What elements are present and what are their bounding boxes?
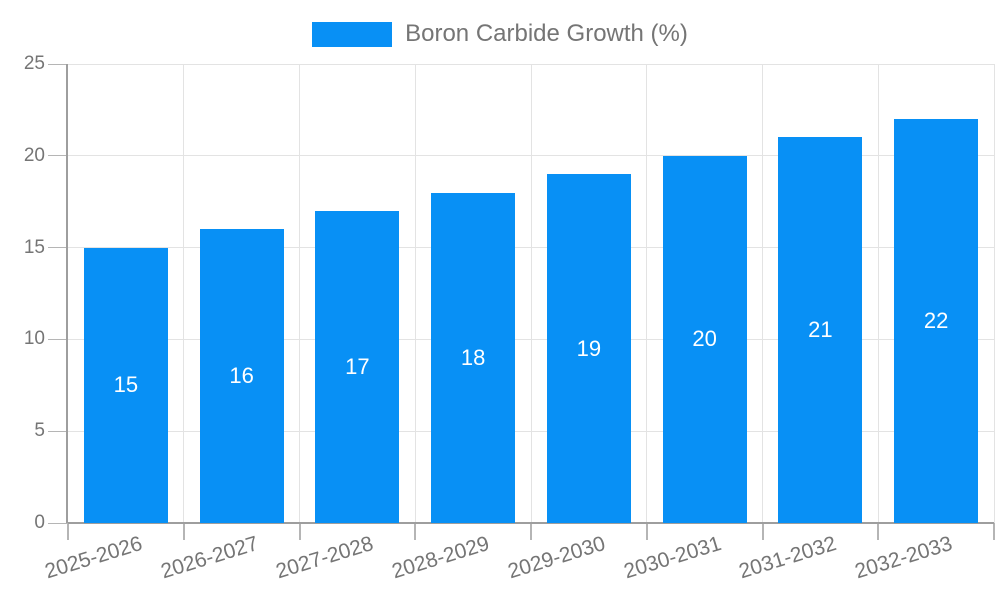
x-axis-tick	[298, 523, 301, 540]
bar-2029-2030[interactable]	[546, 174, 631, 523]
bar-value-label: 15	[113, 372, 139, 398]
bar-2028-2029[interactable]	[431, 192, 516, 523]
bar-2032-2033[interactable]	[894, 119, 979, 523]
x-axis-tick	[877, 523, 880, 540]
bar-2025-2026[interactable]	[83, 247, 168, 523]
y-tick-label: 15	[23, 236, 45, 258]
gridline-vertical	[646, 64, 648, 523]
bar-2027-2028[interactable]	[315, 210, 400, 523]
x-axis-tick	[182, 523, 185, 540]
bar-value-label: 19	[576, 335, 602, 361]
bar-2026-2027[interactable]	[199, 229, 284, 523]
bar-2030-2031[interactable]	[662, 155, 747, 523]
bar-value-label: 17	[345, 353, 370, 379]
x-axis-tick	[530, 523, 532, 540]
gridline-vertical	[414, 64, 416, 523]
y-axis-tick	[48, 522, 68, 524]
y-tick-label: 0	[34, 512, 45, 533]
bar-value-label: 21	[808, 317, 833, 343]
y-axis-tick	[48, 247, 68, 249]
gridline-vertical	[183, 64, 185, 523]
x-axis-tick	[993, 523, 995, 540]
x-axis-tick	[67, 523, 69, 540]
y-axis-tick	[48, 430, 68, 432]
gridline-vertical	[530, 64, 532, 523]
x-axis-tick	[645, 523, 648, 540]
legend-item-boron-carbide[interactable]: Boron Carbide Growth (%)	[312, 20, 688, 48]
y-tick-label: 20	[23, 144, 45, 166]
bar-2031-2032[interactable]	[778, 137, 863, 523]
x-axis-tick	[761, 523, 764, 540]
bar-value-label: 22	[923, 308, 949, 334]
y-tick-label: 5	[34, 420, 45, 442]
bar-value-label: 20	[692, 326, 717, 352]
x-axis-tick	[414, 523, 417, 540]
y-axis-tick	[48, 155, 68, 157]
x-axis-line	[68, 522, 994, 524]
bar-value-label: 18	[460, 344, 486, 370]
gridline-vertical	[299, 64, 300, 523]
gridline-vertical	[993, 64, 995, 523]
y-axis-tick	[48, 338, 68, 340]
bar-value-label: 16	[229, 363, 254, 389]
gridline-vertical	[877, 64, 879, 523]
gridline-vertical	[762, 64, 763, 523]
legend: Boron Carbide Growth (%)	[0, 20, 1000, 48]
legend-label: Boron Carbide Growth (%)	[405, 20, 688, 47]
y-tick-label: 10	[23, 328, 45, 350]
y-axis-tick	[48, 63, 68, 65]
legend-swatch-icon	[312, 21, 393, 47]
y-axis-line	[66, 64, 68, 523]
y-tick-label: 25	[23, 53, 45, 74]
